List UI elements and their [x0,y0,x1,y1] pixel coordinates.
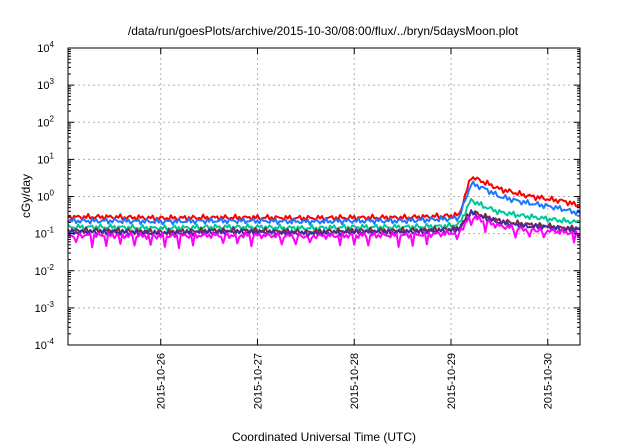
y-tick-label: 100 [37,189,54,204]
x-tick-label: 2015-10-28 [349,353,361,409]
x-axis: 2015-10-26 2015-10-27 2015-10-28 2015-10-29… [156,48,555,409]
grid [68,48,580,345]
series-layer [67,176,581,250]
x-tick-label: 2015-10-30 [543,353,555,409]
series-line [67,209,581,238]
x-tick-label: 2015-10-26 [156,353,168,409]
y-tick-label: 101 [37,151,54,166]
series-line [67,215,581,250]
y-tick-label: 10-4 [35,337,55,352]
y-tick-label: 10-1 [35,226,55,241]
y-tick-label: 10-3 [35,300,55,315]
x-axis-label: Coordinated Universal Time (UTC) [232,430,416,444]
series-line [67,180,581,226]
series-line [67,198,581,233]
y-tick-label: 103 [37,77,54,92]
y-axis-label: cGy/day [19,174,33,218]
y-tick-label: 104 [37,40,54,55]
x-tick-label: 2015-10-27 [252,353,264,409]
y-tick-label: 102 [37,114,54,129]
x-tick-label: 2015-10-29 [446,353,458,409]
chart-title: /data/run/goesPlots/archive/2015-10-30/0… [128,24,519,38]
y-axis: 104 103 102 101 100 10-1 10-2 10-3 10-4 [35,40,580,352]
y-tick-label: 10-2 [35,263,55,278]
